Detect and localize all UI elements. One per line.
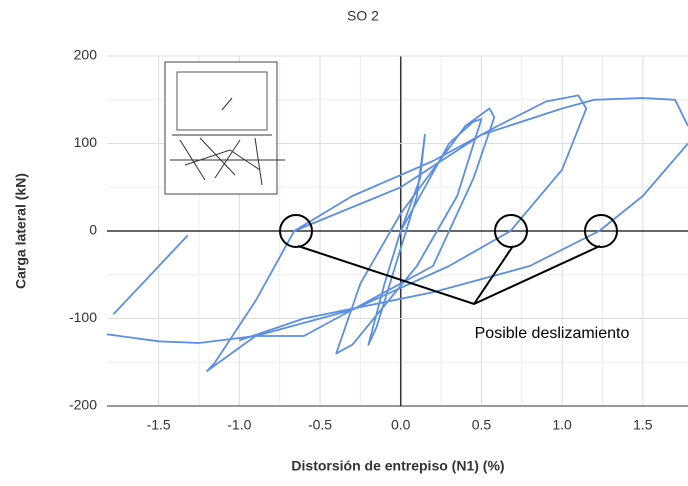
pointer-lines (297, 245, 601, 306)
annotation: Posible deslizamiento (279, 214, 630, 342)
y-tick-label: 200 (74, 47, 98, 63)
x-tick-label: 1.0 (552, 417, 572, 433)
chart-title: SO 2 (347, 8, 379, 24)
y-tick-label: -200 (69, 397, 97, 413)
inset-window (176, 71, 268, 131)
y-tick-label: 100 (74, 134, 98, 150)
x-tick-label: 0.0 (391, 417, 411, 433)
inset-cracks (170, 97, 285, 186)
x-tick-label: -1.5 (147, 417, 171, 433)
marker-circle (494, 214, 528, 248)
plot-area: -1.5 -1.0 -0.5 0.0 0.5 1.0 1.5 -200 -100 0 100 200 (69, 47, 688, 433)
y-tick-label: -100 (69, 309, 97, 325)
x-tick-label: -0.5 (308, 417, 332, 433)
x-tick-label: 1.5 (633, 417, 653, 433)
marker-circle (584, 214, 618, 248)
x-tick-label: -1.0 (227, 417, 251, 433)
inset-photo (164, 61, 285, 195)
annotation-text: Posible deslizamiento (475, 325, 630, 342)
y-axis-label: Carga lateral (kN) (13, 173, 29, 289)
inset-frame (164, 61, 278, 195)
data-line (106, 94, 688, 372)
x-axis-label: Distorsión de entrepiso (N1) (%) (291, 458, 504, 474)
marker-circle (279, 214, 313, 248)
x-tick-label: 0.5 (472, 417, 492, 433)
y-tick-label: 0 (89, 222, 97, 238)
